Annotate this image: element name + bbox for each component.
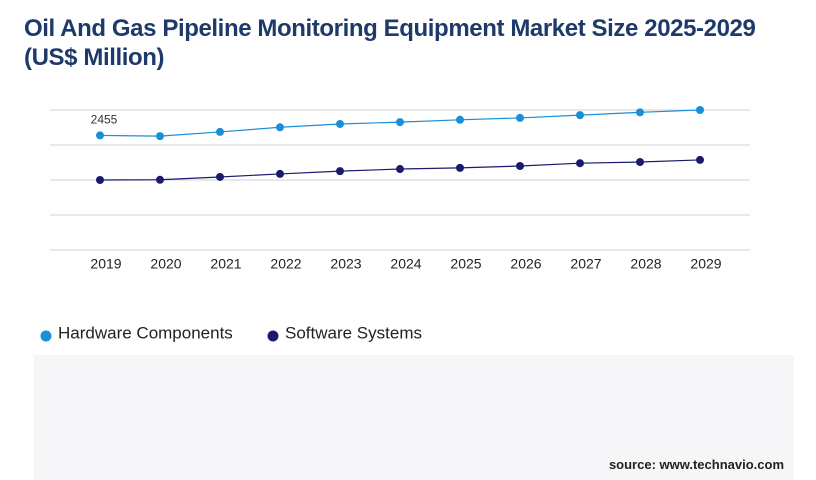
legend-marker: [40, 330, 52, 342]
chart: 2019 2020 2021 2022 2023 2024 2025 2026 2027 2028…: [40, 106, 750, 342]
legend-marker: [267, 330, 279, 342]
x-tick-label: 2028: [630, 256, 661, 272]
data-point: [96, 176, 104, 184]
data-point: [456, 115, 464, 124]
data-point: [456, 163, 464, 172]
data-point: [156, 175, 164, 184]
data-point: [516, 113, 524, 122]
data-point: [576, 159, 584, 168]
x-tick-label: 2026: [510, 256, 541, 272]
data-point: [336, 167, 344, 176]
data-point: [636, 158, 644, 167]
data-point: [396, 165, 404, 174]
chart-title: Oil And Gas Pipeline Monitoring Equipmen…: [24, 15, 756, 71]
x-tick-label: 2024: [390, 256, 421, 272]
data-point: [696, 106, 704, 114]
x-tick-label: 2022: [270, 256, 301, 272]
data-point: [336, 120, 344, 128]
x-tick-label: 2021: [210, 256, 241, 272]
footer-panel: [34, 355, 794, 480]
data-point: [156, 132, 164, 141]
source-note: source: www.technavio.com: [608, 457, 784, 472]
data-label: 2455: [91, 113, 118, 127]
data-point: [636, 108, 644, 117]
x-tick-label: 2020: [150, 256, 181, 272]
data-point: [696, 155, 704, 164]
data-point: [96, 131, 104, 140]
data-point: [216, 172, 224, 181]
data-point: [576, 111, 584, 120]
x-tick-label: 2025: [450, 256, 481, 272]
data-point: [216, 127, 224, 136]
x-tick-label: 2019: [90, 256, 121, 272]
x-tick-label: 2029: [690, 256, 721, 272]
legend-label: Software Systems: [285, 323, 422, 342]
x-tick-label: 2027: [570, 256, 601, 272]
data-point: [396, 118, 404, 127]
x-tick-label: 2023: [330, 256, 361, 272]
data-point: [516, 162, 524, 170]
data-point: [276, 123, 284, 132]
data-point: [276, 169, 284, 178]
legend-label: Hardware Components: [58, 323, 233, 342]
